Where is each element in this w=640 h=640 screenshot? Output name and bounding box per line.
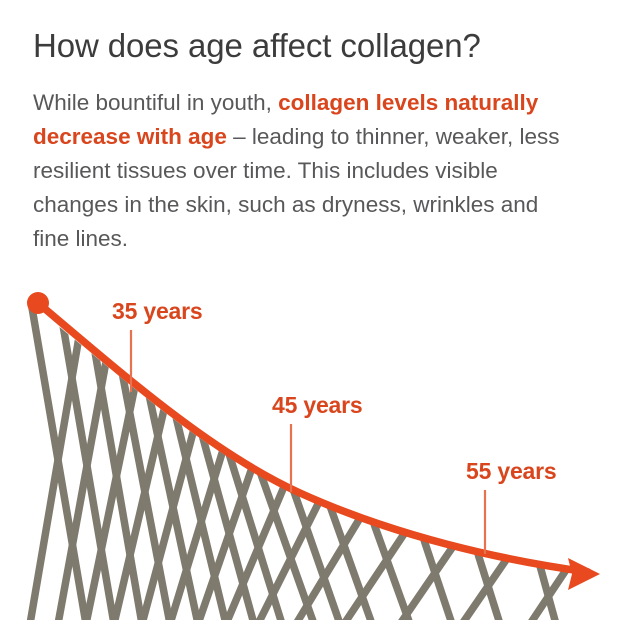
page-title: How does age affect collagen? <box>33 27 481 64</box>
body-tail-text: – leading to thinner, weaker, less resil… <box>33 124 560 251</box>
body-highlight-text: collagen levels naturally decrease with … <box>33 90 539 149</box>
body-lead-text: While bountiful in youth, <box>33 90 279 115</box>
annotation-label-55-years: 55 years <box>466 458 557 484</box>
body-paragraph: While bountiful in youth, collagen level… <box>33 86 578 256</box>
collagen-decline-curve <box>34 299 592 576</box>
annotation-label-35-years: 35 years <box>112 298 203 324</box>
fiber-group-left-leaning <box>26 300 570 620</box>
annotation-label-45-years: 45 years <box>272 392 363 418</box>
curve-arrowhead-icon <box>568 558 600 590</box>
curve-start-dot <box>27 292 49 314</box>
